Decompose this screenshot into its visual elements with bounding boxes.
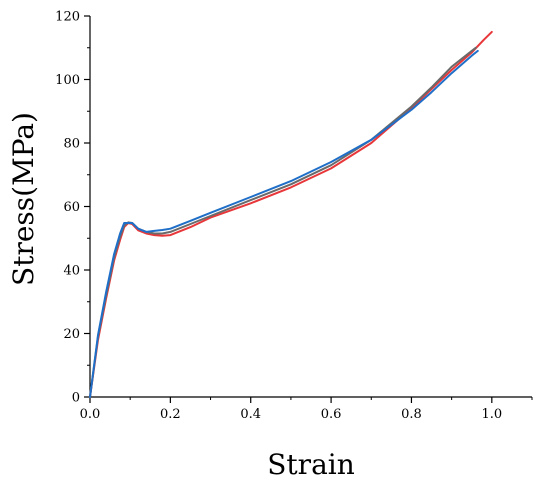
y-tick-label: 20 — [63, 327, 80, 342]
x-tick-label: 0.6 — [321, 407, 342, 422]
series-line-2 — [89, 46, 477, 398]
series-layer — [89, 30, 493, 398]
y-tick-label: 60 — [63, 200, 80, 215]
tick-labels: 0.0 0.2 0.4 0.6 0.8 1.0 0 20 40 60 80 100 120 — [55, 10, 502, 423]
y-tick-label: 100 — [55, 73, 80, 88]
y-tick-label: 0 — [72, 391, 80, 406]
y-tick-label: 40 — [63, 264, 80, 279]
x-tick-label: 1.0 — [481, 407, 502, 422]
x-tick-label: 0.0 — [80, 407, 101, 422]
axes — [89, 16, 532, 398]
x-tick-label: 0.8 — [401, 407, 422, 422]
series-line-3 — [89, 49, 479, 398]
y-tick-label: 80 — [63, 137, 80, 152]
x-tick-label: 0.2 — [160, 407, 181, 422]
y-tick-label: 120 — [55, 10, 80, 25]
x-tick-label: 0.4 — [240, 407, 261, 422]
y-axis-title: Stress(MPa) — [7, 112, 40, 286]
x-axis-title: Strain — [267, 448, 355, 481]
ticks — [84, 15, 533, 403]
